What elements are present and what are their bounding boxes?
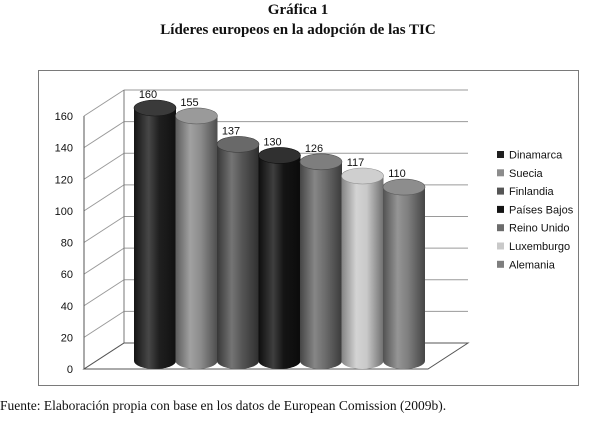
y-tick-label: 0 <box>67 364 73 376</box>
y-axis: 0 20 40 60 80 100 120 140 160 <box>55 111 73 376</box>
y-tick-label: 160 <box>55 111 73 123</box>
legend-label: Luxemburgo <box>509 241 570 253</box>
legend-label: Países Bajos <box>509 204 574 216</box>
bar-top <box>382 178 426 196</box>
bar-top <box>258 147 301 164</box>
legend-swatch <box>497 260 504 268</box>
y-tick-label: 100 <box>55 206 73 218</box>
data-labels: 160 155 137 130 126 117 110 <box>139 89 406 180</box>
bar-suecia <box>175 107 218 369</box>
y-tick-label: 60 <box>61 269 73 281</box>
figure-title: Líderes europeos en la adopción de las T… <box>160 22 436 38</box>
bar-dinamarca <box>133 99 177 369</box>
data-label: 110 <box>388 168 406 180</box>
legend-label: Reino Unido <box>509 223 570 235</box>
source-note: Fuente: Elaboración propia con base en l… <box>0 398 447 413</box>
y-tick-label: 120 <box>55 174 73 186</box>
y-tick-label: 140 <box>55 143 73 155</box>
bar-finlandia <box>216 136 260 369</box>
side-gridline <box>83 310 125 338</box>
bar-body <box>383 187 425 369</box>
legend: Dinamarca Suecia Finlandia Países Bajos Rein… <box>497 150 574 271</box>
bar-body <box>175 115 218 369</box>
legend-swatch <box>497 169 504 177</box>
chart-frame <box>38 70 579 386</box>
bar-body <box>134 108 176 369</box>
bar-top <box>175 107 218 125</box>
bar-luxemburgo <box>341 167 384 369</box>
legend-swatch <box>497 187 504 195</box>
side-gridline <box>83 184 125 212</box>
y-tick-label: 20 <box>61 332 73 344</box>
data-label: 155 <box>180 97 198 109</box>
y-tick-label: 40 <box>61 301 73 313</box>
legend-swatch <box>497 151 504 158</box>
data-label: 117 <box>347 157 365 169</box>
y-tick-label: 80 <box>61 238 73 250</box>
side-gridline <box>83 279 125 307</box>
bar-top <box>216 136 260 153</box>
legend-swatch <box>497 224 504 232</box>
bar-body <box>258 155 301 369</box>
side-gridline <box>83 152 125 180</box>
bar-alemania <box>382 178 426 369</box>
bar-top <box>341 167 384 185</box>
legend-label: Dinamarca <box>509 150 563 162</box>
bar-reino-unido <box>299 153 343 369</box>
data-label: 160 <box>139 89 157 101</box>
bar-body <box>300 161 342 369</box>
side-gridline <box>83 247 125 275</box>
side-gridline <box>83 89 125 117</box>
legend-swatch <box>497 242 504 250</box>
bar-países-bajos <box>258 147 301 369</box>
legend-label: Suecia <box>509 168 544 180</box>
floor <box>82 342 470 370</box>
bars <box>133 99 426 369</box>
data-label: 130 <box>263 136 281 148</box>
bar-top <box>299 153 343 171</box>
legend-swatch <box>497 205 504 213</box>
bar-body <box>341 175 384 369</box>
legend-label: Alemania <box>509 259 556 271</box>
data-label: 126 <box>305 143 323 155</box>
figure-number: Gráfica 1 <box>267 2 329 18</box>
bar-top <box>133 99 177 117</box>
side-gridline <box>83 121 125 149</box>
bar-body <box>217 144 259 369</box>
data-label: 137 <box>222 125 240 137</box>
side-gridline <box>83 216 125 243</box>
legend-label: Finlandia <box>509 186 555 198</box>
